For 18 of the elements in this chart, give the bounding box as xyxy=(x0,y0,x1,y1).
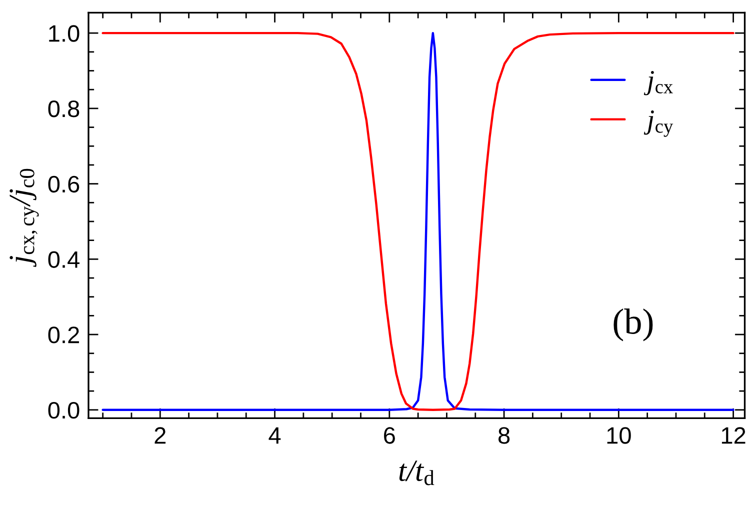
x-tick-label: 4 xyxy=(268,427,281,444)
y-tick-label: 1.0 xyxy=(49,25,80,42)
x-axis-title: t/t$_{d}$ xyxy=(399,460,434,486)
x-tick-label: 10 xyxy=(607,427,631,444)
x-tick-label: 6 xyxy=(384,427,395,444)
y-tick-label: 0.4 xyxy=(48,251,80,268)
y-tick-label: 0.0 xyxy=(48,402,80,419)
y-tick-label: 0.8 xyxy=(48,100,80,118)
line-series xyxy=(102,32,734,411)
annotation: (b) xyxy=(614,308,653,342)
x-tick-label: 2 xyxy=(154,427,166,444)
x-tick-label: 8 xyxy=(498,427,510,444)
legend-label: j$_{cy}$ xyxy=(644,110,674,137)
x-tick-label: 12 xyxy=(722,427,746,444)
legend-label: j$_{cx}$ xyxy=(644,70,673,96)
y-tick-label: 0.2 xyxy=(48,326,79,344)
y-tick-label: 0.6 xyxy=(48,176,80,193)
y-axis-title: j$_{cx,cy}$/j$_{c0}$ xyxy=(10,168,39,267)
